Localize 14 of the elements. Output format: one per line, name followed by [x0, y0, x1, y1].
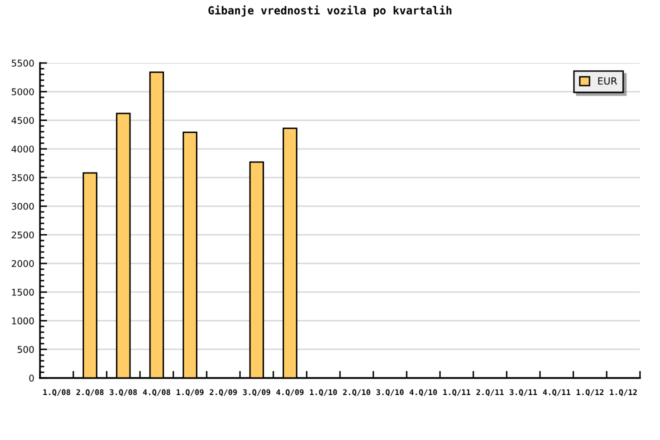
y-tick-label: 4500	[12, 116, 34, 124]
legend-label: EUR	[598, 77, 618, 85]
chart-title: Gibanje vrednosti vozila po kvartalih	[208, 5, 452, 17]
y-tick-label: 500	[18, 346, 34, 353]
y-tick-label: 1000	[12, 317, 34, 324]
y-tick-label: 2500	[12, 231, 34, 238]
y-tick-label: 0	[29, 374, 34, 382]
y-tick-label: 5000	[12, 88, 34, 96]
y-tick-label: 1500	[12, 288, 34, 296]
y-tick-label: 3500	[12, 174, 34, 182]
y-tick-label: 5500	[12, 60, 34, 67]
y-tick-label: 3000	[12, 202, 34, 210]
y-tick-label: 2000	[12, 260, 34, 268]
y-tick-label: 4000	[12, 146, 34, 153]
